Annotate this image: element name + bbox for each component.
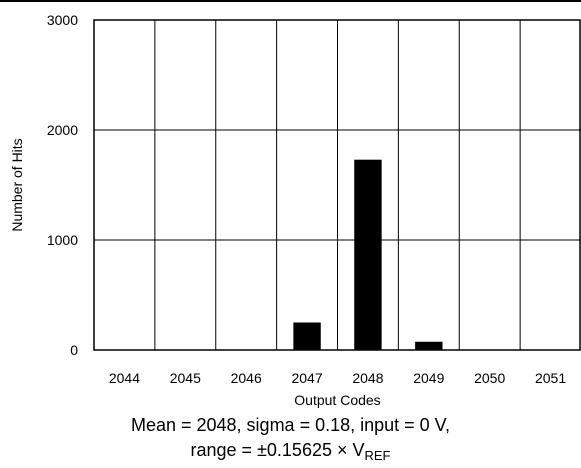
tick-layer: 0 1000 2000 3000 2044 2045 2046 2047 2048 2049 205…: [47, 12, 566, 386]
bar-2047: [293, 322, 321, 350]
x-tick-label: 2048: [352, 370, 383, 386]
x-tick-label: 2051: [535, 370, 566, 386]
x-tick-label: 2044: [109, 370, 140, 386]
bar-2049: [415, 341, 443, 350]
x-axis-label: Output Codes: [294, 392, 380, 408]
y-tick-label: 2000: [47, 122, 78, 138]
grid-layer: [94, 20, 581, 350]
bar-2048: [354, 159, 382, 350]
plot-frame: [93, 19, 581, 351]
x-tick-label: 2047: [291, 370, 322, 386]
y-tick-label: 1000: [47, 232, 78, 248]
histogram-chart: 0 1000 2000 3000 2044 2045 2046 2047 2048 2049 205…: [9, 12, 581, 408]
bar-layer: [293, 159, 443, 350]
x-tick-label: 2045: [170, 370, 201, 386]
caption-line-1-text: Mean = 2048, sigma = 0.18, input = 0 V,: [130, 415, 451, 435]
caption-line-1: Mean = 2048, sigma = 0.18, input = 0 V,: [0, 415, 581, 436]
y-tick-label: 3000: [47, 12, 78, 28]
x-tick-label: 2049: [413, 370, 444, 386]
x-tick-label: 2046: [231, 370, 262, 386]
caption-line-2: range = ±0.15625 × VREF: [0, 440, 581, 463]
top-rule: [0, 0, 581, 2]
caption-vref-subscript: REF: [364, 448, 391, 463]
y-tick-label: 0: [70, 342, 78, 358]
x-tick-label: 2050: [474, 370, 505, 386]
y-axis-label: Number of Hits: [9, 138, 25, 231]
caption-line-2-text: range = ±0.15625 × V: [190, 440, 365, 460]
